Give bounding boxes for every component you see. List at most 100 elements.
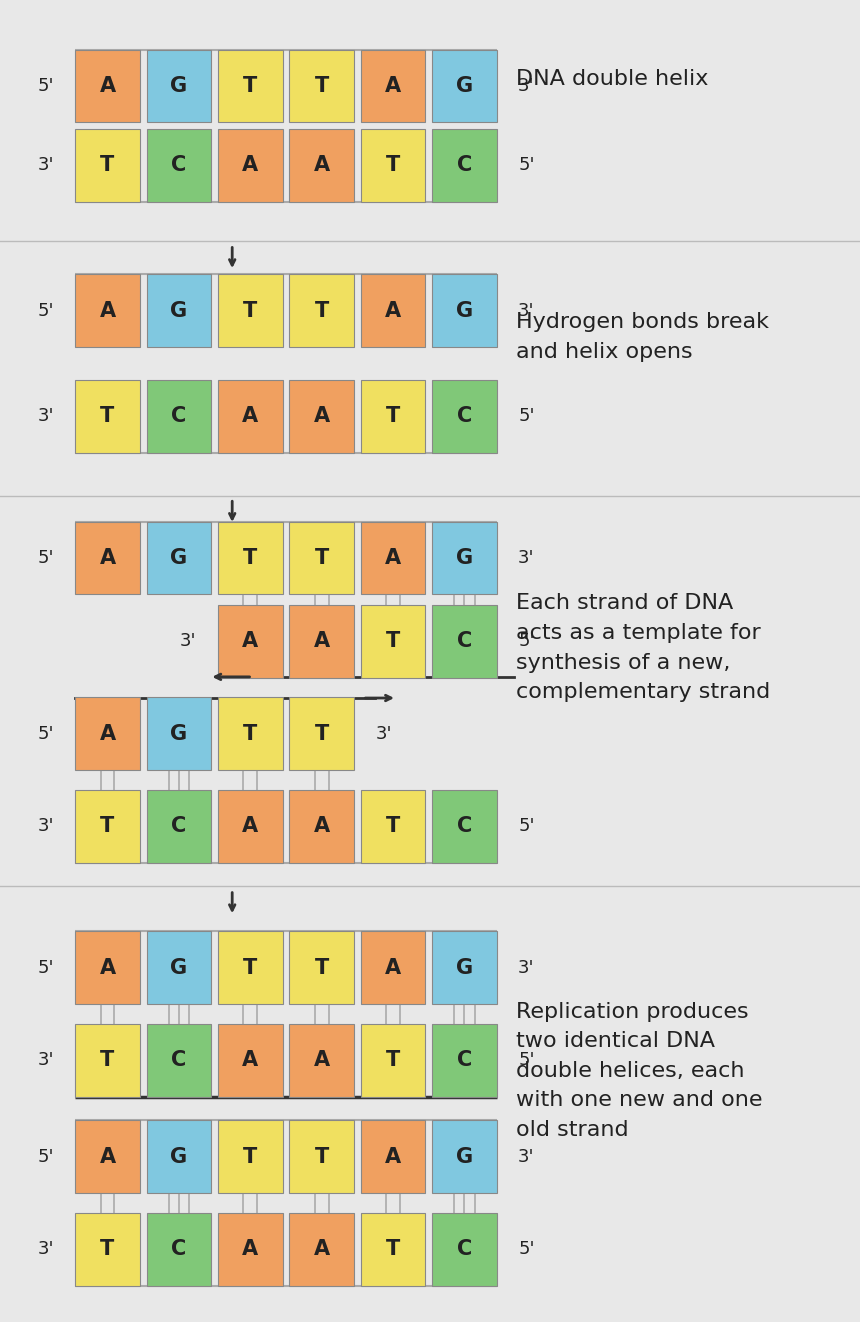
FancyBboxPatch shape: [218, 931, 283, 1005]
Text: C: C: [457, 1050, 472, 1071]
Text: 3': 3': [518, 301, 535, 320]
Text: A: A: [314, 816, 329, 837]
FancyBboxPatch shape: [146, 1121, 212, 1192]
Text: T: T: [101, 155, 114, 176]
FancyBboxPatch shape: [289, 49, 354, 122]
FancyBboxPatch shape: [76, 1023, 139, 1097]
Text: G: G: [456, 957, 473, 978]
Text: C: C: [171, 816, 187, 837]
Text: 3': 3': [37, 156, 53, 175]
Text: C: C: [171, 1239, 187, 1260]
Text: A: A: [385, 300, 401, 321]
Text: 5': 5': [37, 77, 53, 95]
Text: A: A: [385, 1146, 401, 1167]
FancyBboxPatch shape: [433, 521, 497, 595]
FancyBboxPatch shape: [218, 379, 283, 452]
Text: T: T: [243, 723, 257, 744]
Text: 5': 5': [518, 817, 535, 836]
Text: G: G: [456, 1146, 473, 1167]
Text: T: T: [243, 1146, 257, 1167]
Text: T: T: [386, 406, 400, 427]
FancyBboxPatch shape: [289, 1023, 354, 1097]
FancyBboxPatch shape: [361, 379, 426, 452]
FancyBboxPatch shape: [146, 521, 212, 595]
Text: G: G: [170, 300, 187, 321]
Text: 3': 3': [375, 724, 392, 743]
FancyBboxPatch shape: [289, 605, 354, 677]
Text: A: A: [385, 547, 401, 568]
Text: 3': 3': [518, 549, 535, 567]
Text: T: T: [243, 75, 257, 97]
FancyBboxPatch shape: [433, 1023, 497, 1097]
Text: A: A: [314, 406, 329, 427]
Text: A: A: [100, 723, 115, 744]
FancyBboxPatch shape: [76, 274, 139, 346]
Text: G: G: [456, 547, 473, 568]
FancyBboxPatch shape: [218, 128, 283, 201]
FancyBboxPatch shape: [76, 698, 139, 769]
Text: A: A: [385, 75, 401, 97]
Text: DNA double helix: DNA double helix: [516, 69, 709, 90]
Text: C: C: [457, 1239, 472, 1260]
Text: T: T: [315, 957, 329, 978]
Text: Replication produces
two identical DNA
double helices, each
with one new and one: Replication produces two identical DNA d…: [516, 1002, 763, 1140]
Text: 5': 5': [37, 724, 53, 743]
FancyBboxPatch shape: [289, 521, 354, 595]
Text: 5': 5': [37, 1147, 53, 1166]
FancyBboxPatch shape: [433, 1214, 497, 1285]
FancyBboxPatch shape: [218, 1023, 283, 1097]
FancyBboxPatch shape: [76, 1121, 139, 1192]
FancyBboxPatch shape: [289, 931, 354, 1005]
Text: T: T: [386, 155, 400, 176]
FancyBboxPatch shape: [433, 49, 497, 122]
Text: A: A: [100, 547, 115, 568]
Text: A: A: [314, 1239, 329, 1260]
Text: A: A: [243, 1050, 258, 1071]
Text: A: A: [243, 155, 258, 176]
FancyBboxPatch shape: [289, 791, 354, 863]
FancyBboxPatch shape: [146, 791, 212, 863]
Text: Each strand of DNA
acts as a template for
synthesis of a new,
complementary stra: Each strand of DNA acts as a template fo…: [516, 594, 771, 702]
FancyBboxPatch shape: [289, 698, 354, 769]
FancyBboxPatch shape: [218, 274, 283, 346]
Text: 3': 3': [37, 817, 53, 836]
Text: T: T: [386, 816, 400, 837]
FancyBboxPatch shape: [433, 1121, 497, 1192]
Text: T: T: [386, 1050, 400, 1071]
Text: T: T: [315, 547, 329, 568]
FancyBboxPatch shape: [361, 1121, 426, 1192]
Text: A: A: [243, 1239, 258, 1260]
FancyBboxPatch shape: [433, 791, 497, 863]
FancyBboxPatch shape: [76, 521, 139, 595]
FancyBboxPatch shape: [146, 128, 212, 201]
FancyBboxPatch shape: [146, 1214, 212, 1285]
FancyBboxPatch shape: [433, 605, 497, 677]
Text: G: G: [170, 547, 187, 568]
FancyBboxPatch shape: [146, 698, 212, 769]
Text: 3': 3': [37, 1240, 53, 1259]
Text: A: A: [385, 957, 401, 978]
Text: G: G: [170, 1146, 187, 1167]
FancyBboxPatch shape: [361, 605, 426, 677]
FancyBboxPatch shape: [361, 1214, 426, 1285]
FancyBboxPatch shape: [289, 1121, 354, 1192]
FancyBboxPatch shape: [146, 274, 212, 346]
FancyBboxPatch shape: [218, 49, 283, 122]
Text: A: A: [100, 75, 115, 97]
FancyBboxPatch shape: [76, 791, 139, 863]
FancyBboxPatch shape: [433, 128, 497, 201]
Text: G: G: [170, 723, 187, 744]
Text: C: C: [171, 406, 187, 427]
Text: C: C: [171, 155, 187, 176]
Text: 3': 3': [37, 407, 53, 426]
FancyBboxPatch shape: [361, 49, 426, 122]
Text: A: A: [314, 631, 329, 652]
FancyBboxPatch shape: [433, 931, 497, 1005]
Text: G: G: [170, 75, 187, 97]
FancyBboxPatch shape: [146, 1023, 212, 1097]
FancyBboxPatch shape: [361, 791, 426, 863]
Text: 5': 5': [37, 958, 53, 977]
FancyBboxPatch shape: [76, 931, 139, 1005]
Text: A: A: [243, 406, 258, 427]
Text: T: T: [243, 547, 257, 568]
